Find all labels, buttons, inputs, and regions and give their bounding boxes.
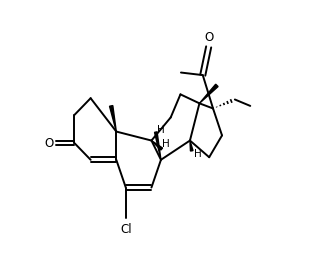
Text: O: O	[44, 137, 53, 150]
Polygon shape	[190, 141, 193, 151]
Text: H: H	[157, 125, 165, 134]
Text: H: H	[162, 139, 170, 149]
Polygon shape	[155, 132, 161, 160]
Text: H: H	[194, 149, 201, 159]
Text: Cl: Cl	[120, 223, 132, 236]
Text: O: O	[204, 31, 213, 44]
Polygon shape	[152, 141, 163, 150]
Polygon shape	[110, 106, 116, 132]
Polygon shape	[200, 84, 218, 103]
